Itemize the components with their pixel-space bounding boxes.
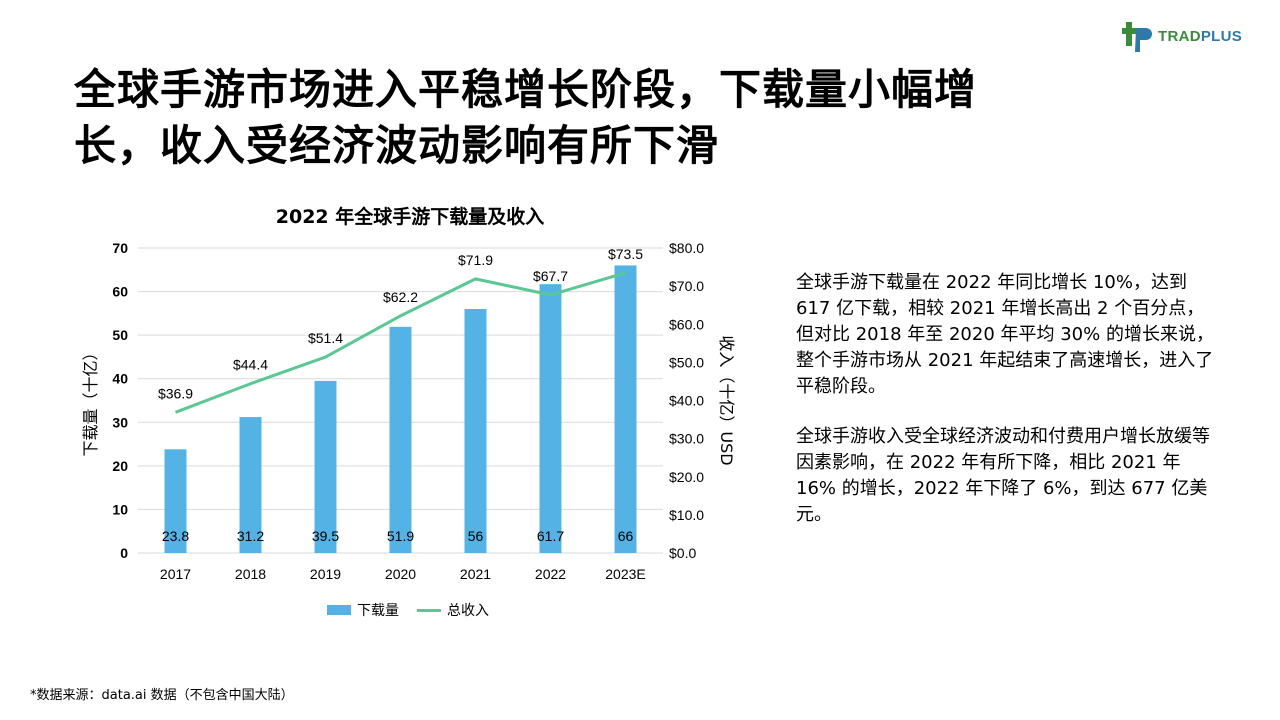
chart-title: 2022 年全球手游下载量及收入 xyxy=(275,206,545,228)
paragraph-revenue: 全球手游收入受全球经济波动和付费用户增长放缓等因素影响，在 2022 年有所下降… xyxy=(796,426,1210,525)
paragraph-downloads: 全球手游下载量在 2022 年同比增长 10%，达到 617 亿下载，相较 20… xyxy=(796,272,1214,397)
y-tick-label: 10 xyxy=(112,501,128,517)
bar xyxy=(314,380,337,553)
y2-tick-label: $0.0 xyxy=(669,545,696,561)
bar xyxy=(239,417,262,553)
line-data-label: $62.2 xyxy=(383,289,418,305)
page-title: 全球手游市场进入平稳增长阶段，下载量小幅增长，收入受经济波动影响有所下滑 xyxy=(74,65,978,170)
legend-swatch-bar xyxy=(327,605,351,615)
bar-data-label: 56 xyxy=(468,528,484,544)
y2-tick-label: $80.0 xyxy=(669,240,704,256)
bar xyxy=(464,309,487,553)
bar-data-label: 23.8 xyxy=(162,528,189,544)
bar xyxy=(614,265,637,553)
x-tick-label: 2022 xyxy=(535,566,566,582)
bar-data-label: 61.7 xyxy=(537,528,564,544)
line-data-label: $73.5 xyxy=(608,246,643,262)
y-tick-label: 70 xyxy=(112,240,128,256)
x-tick-label: 2023E xyxy=(605,566,645,582)
line-data-label: $36.9 xyxy=(158,385,193,401)
line-data-label: $51.4 xyxy=(308,330,343,346)
x-tick-label: 2020 xyxy=(385,566,416,582)
tradplus-logo-icon xyxy=(1122,22,1152,52)
y2-tick-label: $40.0 xyxy=(669,393,704,409)
chart-legend: 下载量 总收入 xyxy=(327,600,489,620)
y2-axis-title: 收入（十亿）USD xyxy=(717,335,736,465)
line-data-label: $44.4 xyxy=(233,357,268,373)
y2-tick-label: $20.0 xyxy=(669,469,704,485)
y2-tick-label: $70.0 xyxy=(669,278,704,294)
y2-tick-label: $10.0 xyxy=(669,507,704,523)
x-tick-label: 2018 xyxy=(235,566,266,582)
y2-tick-label: $30.0 xyxy=(669,431,704,447)
line-data-label: $67.7 xyxy=(533,268,568,284)
y-tick-label: 60 xyxy=(112,284,128,300)
y2-tick-label: $60.0 xyxy=(669,316,704,332)
bar-data-label: 66 xyxy=(618,528,634,544)
y-tick-label: 40 xyxy=(112,371,128,387)
x-tick-label: 2017 xyxy=(160,566,191,582)
line-data-label: $71.9 xyxy=(458,252,493,268)
bar xyxy=(389,326,412,553)
bar xyxy=(539,284,562,553)
y-axis-title: 下载量（十亿） xyxy=(81,344,100,456)
y2-tick-label: $50.0 xyxy=(669,354,704,370)
legend-label-revenue: 总收入 xyxy=(447,603,489,619)
revenue-line xyxy=(174,271,626,414)
bar-data-label: 31.2 xyxy=(237,528,264,544)
y-tick-label: 20 xyxy=(112,458,128,474)
brand-logo: TRADPLUS xyxy=(1122,18,1242,54)
bar-data-label: 39.5 xyxy=(312,528,339,544)
data-source-note: *数据来源：data.ai 数据（不包含中国大陆） xyxy=(30,688,294,703)
y-tick-label: 30 xyxy=(112,414,128,430)
bar-data-label: 51.9 xyxy=(387,528,414,544)
y-tick-label: 50 xyxy=(112,327,128,343)
combo-chart: 0 10 20 30 40 50 60 70 $0.0 $10.0 $20.0 $30.0 $40.0 $… xyxy=(81,240,736,582)
bar xyxy=(164,449,187,553)
brand-name: TRADPLUS xyxy=(1158,27,1243,45)
x-tick-label: 2019 xyxy=(310,566,341,582)
x-tick-label: 2021 xyxy=(460,566,491,582)
y-tick-label: 0 xyxy=(120,545,128,561)
legend-swatch-line xyxy=(417,608,441,612)
legend-label-downloads: 下载量 xyxy=(357,603,399,619)
